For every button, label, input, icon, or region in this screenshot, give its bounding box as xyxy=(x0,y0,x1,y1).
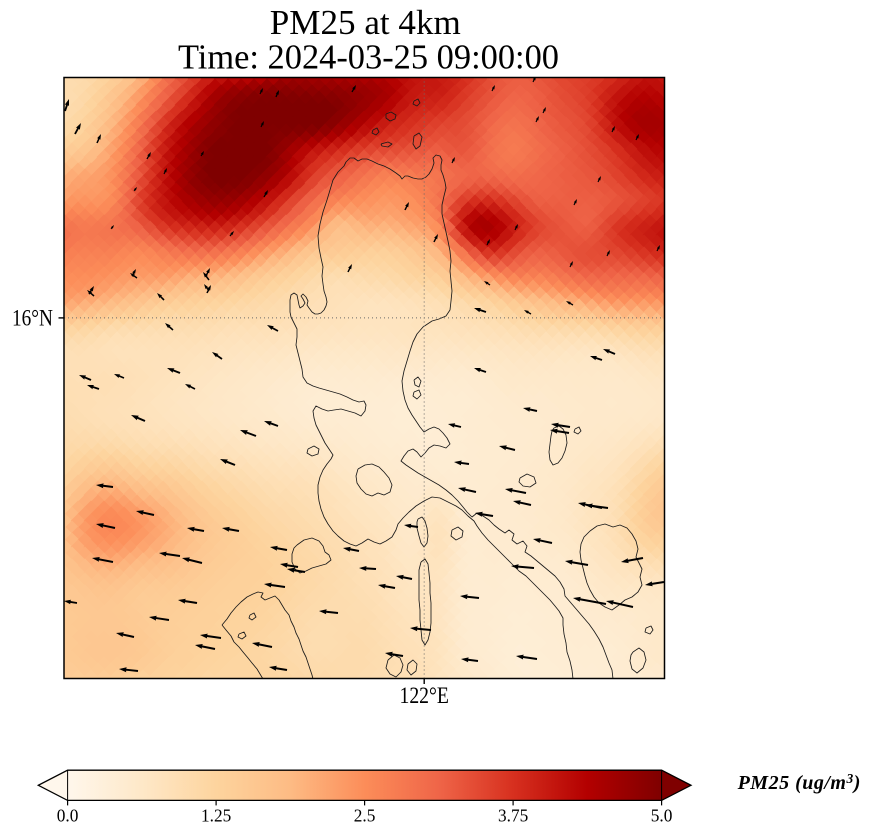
svg-text:PM25 at 4km: PM25 at 4km xyxy=(270,3,461,42)
svg-text:0.0: 0.0 xyxy=(57,806,79,826)
svg-text:16°N: 16°N xyxy=(12,306,53,331)
svg-text:Time: 2024-03-25 09:00:00: Time: 2024-03-25 09:00:00 xyxy=(178,37,559,76)
svg-text:122°E: 122°E xyxy=(400,683,449,708)
svg-text:PM25 (ug/m3): PM25 (ug/m3) xyxy=(737,771,861,794)
svg-text:5.0: 5.0 xyxy=(651,806,673,826)
svg-text:1.25: 1.25 xyxy=(201,806,231,826)
svg-text:3.75: 3.75 xyxy=(498,806,528,826)
svg-text:2.5: 2.5 xyxy=(354,806,376,826)
